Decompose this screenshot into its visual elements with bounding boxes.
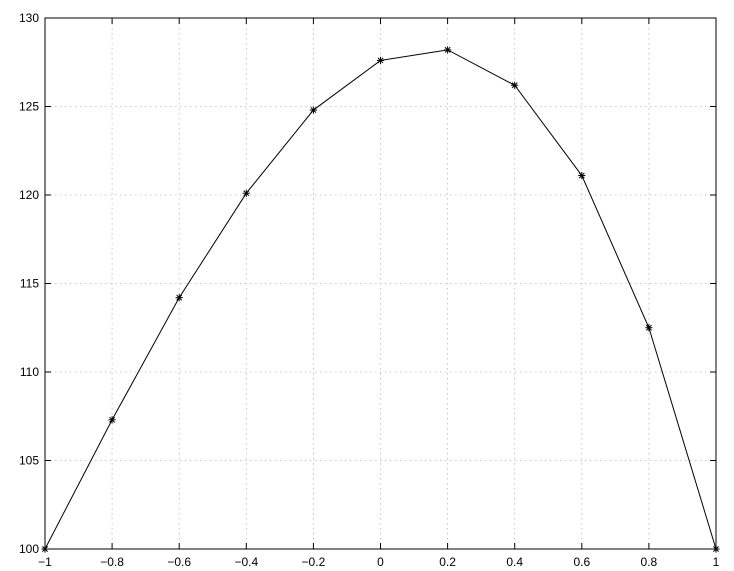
y-tick-label: 130 — [19, 11, 39, 25]
data-point-marker — [108, 416, 116, 424]
y-tick-label: 125 — [19, 100, 39, 114]
x-tick-label: −0.2 — [302, 555, 326, 569]
x-axis-tick-labels: −1 −0.8 −0.6 −0.4 −0.2 0 0.2 0.4 0.6 0.8 1 — [38, 555, 720, 569]
data-point-marker — [444, 46, 452, 54]
x-tick-label: 0 — [377, 555, 384, 569]
x-tick-label: −0.8 — [100, 555, 124, 569]
y-tick-label: 115 — [20, 277, 39, 291]
data-point-marker — [175, 294, 183, 302]
y-axis-tick-labels: 100 105 110 115 120 125 130 — [19, 11, 39, 556]
grid — [45, 18, 716, 549]
data-point-marker — [309, 106, 317, 114]
y-tick-label: 105 — [19, 454, 39, 468]
data-point-marker — [376, 56, 385, 65]
data-point-marker — [242, 189, 250, 197]
x-tick-label: 0.4 — [506, 555, 523, 569]
y-tick-label: 100 — [19, 542, 39, 556]
data-point-marker — [578, 171, 586, 180]
axes-frame — [44, 17, 717, 550]
data-point-marker — [645, 324, 653, 332]
x-tick-label: 1 — [713, 555, 720, 569]
x-tick-label: −0.6 — [167, 555, 191, 569]
y-tick-label: 110 — [20, 365, 39, 379]
x-tick-label: 0.8 — [641, 555, 658, 569]
data-point-marker — [511, 81, 519, 89]
x-tick-label: −0.4 — [234, 555, 258, 569]
x-tick-label: −1 — [38, 555, 52, 569]
y-tick-label: 120 — [19, 188, 39, 202]
x-tick-label: 0.2 — [439, 555, 456, 569]
x-tick-label: 0.6 — [573, 555, 590, 569]
